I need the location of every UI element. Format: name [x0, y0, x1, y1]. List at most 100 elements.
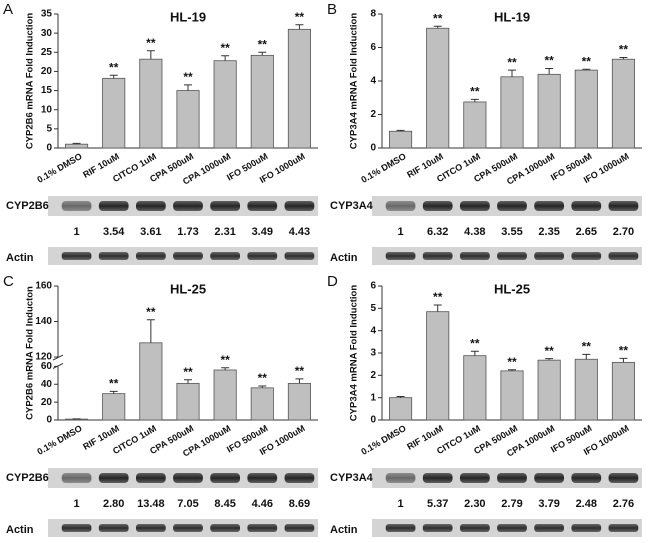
blot-ratio: 8.69	[289, 498, 310, 510]
bar	[537, 73, 561, 149]
chart-title: HL-25	[170, 281, 206, 296]
bar	[287, 382, 311, 421]
blot-band	[61, 201, 92, 211]
significance: **	[183, 70, 193, 84]
error-bar	[109, 390, 118, 394]
y-axis-label: CYP3A4 mRNA Fold Induction	[349, 285, 360, 422]
blot-band	[210, 201, 240, 211]
blot-ratio: 2.30	[464, 498, 485, 510]
error-bar	[433, 304, 442, 312]
blot-band	[173, 524, 203, 532]
error-bar	[295, 378, 304, 384]
y-tick-label: 2	[370, 370, 376, 381]
y-tick-label: 15	[41, 85, 53, 96]
y-tick-label: 35	[41, 9, 53, 20]
panel-label: D	[327, 273, 338, 290]
y-axis-label: CYP2B6 mRNA Fold Induction	[25, 13, 36, 150]
blot-ratio: 1	[398, 498, 404, 510]
blot-ratio: 4.38	[464, 226, 485, 238]
blot-band	[284, 473, 315, 483]
blot-band	[534, 524, 564, 532]
bar	[176, 90, 200, 149]
blot-band	[136, 201, 166, 211]
blot-band	[571, 473, 602, 483]
error-bar	[508, 369, 516, 371]
blot-ratio: 1.73	[177, 226, 198, 238]
blot-label: CYP3A4	[330, 200, 374, 212]
blot-band	[534, 201, 564, 211]
significance: **	[220, 353, 230, 367]
blot-band	[422, 524, 453, 532]
blot-ratio: 3.54	[103, 226, 125, 238]
significance: **	[146, 36, 156, 50]
blot-band	[210, 473, 240, 483]
blot-band	[173, 252, 203, 260]
blot-band	[136, 524, 166, 532]
bar	[139, 342, 163, 421]
blot-band	[284, 524, 315, 532]
blot-ratio: 2.80	[103, 498, 124, 510]
bar	[426, 311, 450, 421]
chart-title: HL-25	[494, 281, 530, 296]
blot-ratio: 1	[74, 226, 80, 238]
significance: **	[619, 43, 629, 57]
blot-ratio: 4.43	[289, 226, 310, 238]
blot-band	[608, 252, 639, 260]
y-tick-label: 30	[41, 28, 53, 39]
blot-band	[497, 473, 527, 483]
blot-band	[247, 252, 278, 260]
blot-band	[247, 473, 278, 483]
y-tick-label: 40	[41, 379, 53, 390]
significance: **	[433, 290, 443, 304]
y-tick-label: 20	[41, 66, 53, 77]
blot-band	[247, 524, 278, 532]
y-tick-label: 3	[370, 348, 376, 359]
chart-title: HL-19	[494, 9, 530, 24]
y-tick-label: 1	[370, 392, 376, 403]
significance: **	[507, 55, 517, 69]
significance: **	[258, 371, 268, 385]
blot-band	[385, 252, 416, 260]
y-tick-label: 4	[370, 76, 376, 87]
y-tick-label: 0	[46, 143, 52, 154]
blot-label: CYP2B6	[6, 200, 49, 212]
error-bar	[221, 367, 230, 370]
y-tick-label: 0	[370, 415, 376, 426]
y-tick-label: 25	[41, 47, 53, 58]
blot-band	[422, 201, 453, 211]
y-tick-label: 5	[370, 303, 376, 314]
blot-band	[284, 201, 315, 211]
blot-ratio: 2.35	[538, 226, 559, 238]
blot-band	[571, 524, 602, 532]
blot-band	[497, 201, 527, 211]
significance: **	[295, 10, 305, 24]
panel-label: A	[3, 1, 13, 18]
x-tick-label: 0.1% DMSO	[359, 423, 407, 457]
blot-band	[136, 252, 166, 260]
significance: **	[220, 41, 230, 55]
y-tick-label: 2	[370, 109, 376, 120]
blot-band	[173, 473, 203, 483]
error-bar	[396, 396, 405, 398]
blot-label: CYP2B6	[6, 472, 49, 484]
significance: **	[295, 364, 305, 378]
x-tick-label: 0.1% DMSO	[359, 151, 407, 185]
blot-label: Actin	[330, 252, 358, 264]
significance: **	[183, 365, 193, 379]
significance: **	[433, 11, 443, 25]
error-bar	[433, 25, 442, 29]
blot-band	[385, 473, 416, 483]
x-tick-label: 0.1% DMSO	[35, 151, 83, 185]
bar	[500, 370, 524, 421]
y-tick-label: 6	[370, 42, 376, 53]
significance: **	[582, 54, 592, 68]
y-tick-label: 20	[41, 397, 53, 408]
blot-band	[534, 252, 564, 260]
blot-band	[608, 473, 639, 483]
bar	[574, 69, 598, 149]
bar	[250, 387, 274, 421]
error-bar	[619, 57, 628, 60]
bar	[250, 54, 274, 149]
significance: **	[258, 37, 268, 51]
error-bar	[258, 51, 267, 56]
